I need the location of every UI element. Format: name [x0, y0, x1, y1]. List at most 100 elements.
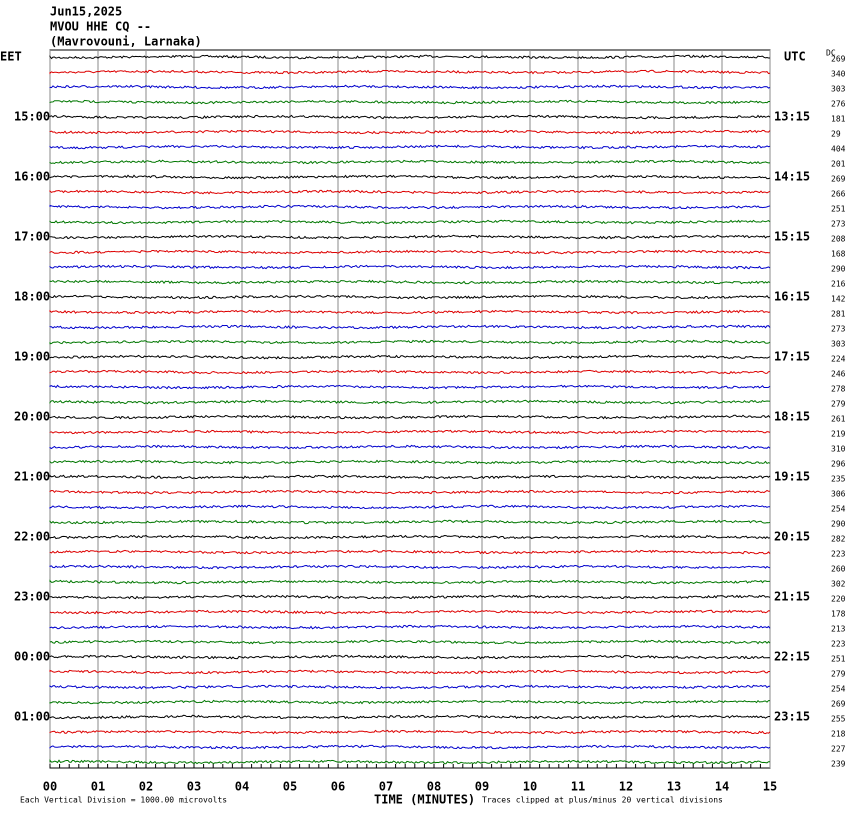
- trace: [49, 429, 771, 435]
- dc-value: 181: [831, 115, 846, 124]
- trace: [49, 339, 771, 345]
- dc-value: 306: [831, 490, 846, 499]
- x-tick-label: 07: [379, 780, 393, 794]
- dc-value: 218: [831, 730, 846, 739]
- trace: [49, 639, 771, 645]
- right-time-label: 20:15: [774, 530, 810, 544]
- trace: [49, 474, 771, 480]
- right-time-label: UTC: [784, 50, 806, 64]
- x-tick-label: 03: [187, 780, 201, 794]
- left-time-label: 15:00: [14, 110, 50, 124]
- trace: [49, 534, 771, 540]
- x-tick-label: 05: [283, 780, 297, 794]
- dc-value: 254: [831, 505, 846, 514]
- x-tick-label: 00: [43, 780, 57, 794]
- trace: [49, 384, 771, 390]
- dc-value: 282: [831, 535, 846, 544]
- dc-value: 260: [831, 565, 846, 574]
- dc-value: 227: [831, 745, 846, 754]
- dc-value: 224: [831, 355, 846, 364]
- trace: [49, 684, 771, 690]
- dc-value: 269: [831, 700, 846, 709]
- x-tick-label: 13: [667, 780, 681, 794]
- dc-value: 281: [831, 310, 846, 319]
- right-time-label: 15:15: [774, 230, 810, 244]
- trace: [49, 99, 770, 105]
- dc-value: 261: [831, 415, 846, 424]
- left-time-label: 00:00: [14, 650, 50, 664]
- station-date: Jun15,2025: [50, 5, 122, 19]
- dc-value: 239: [831, 760, 846, 769]
- right-time-label: 18:15: [774, 410, 810, 424]
- x-tick-label: 08: [427, 780, 441, 794]
- trace: [49, 729, 771, 735]
- dc-value: 290: [831, 520, 846, 529]
- dc-value: 303: [831, 85, 846, 94]
- trace: [49, 759, 770, 765]
- x-tick-label: 10: [523, 780, 537, 794]
- dc-value: 255: [831, 715, 846, 724]
- left-time-label: 19:00: [14, 350, 50, 364]
- dc-value: 208: [831, 235, 846, 244]
- dc-value: 266: [831, 190, 846, 199]
- x-tick-label: 01: [91, 780, 105, 794]
- trace: [49, 504, 771, 510]
- dc-value: 273: [831, 220, 846, 229]
- trace: [49, 159, 770, 165]
- right-time-label: 14:15: [774, 170, 810, 184]
- dc-value: 223: [831, 550, 846, 559]
- x-tick-label: 09: [475, 780, 489, 794]
- trace: [49, 594, 771, 600]
- right-time-label: 21:15: [774, 590, 810, 604]
- trace: [49, 264, 771, 270]
- dc-value: 251: [831, 205, 846, 214]
- dc-value: 246: [831, 370, 846, 379]
- dc-value: 290: [831, 265, 846, 274]
- x-tick-label: 04: [235, 780, 249, 794]
- clip-note: Traces clipped at plus/minus 20 vertical…: [482, 796, 723, 805]
- x-tick-label: 15: [763, 780, 777, 794]
- dc-value: 303: [831, 340, 846, 349]
- dc-header: DC: [826, 49, 836, 58]
- right-time-label: 17:15: [774, 350, 810, 364]
- trace: [49, 414, 771, 420]
- dc-value: 276: [831, 100, 846, 109]
- plot-frame: [49, 49, 771, 769]
- dc-value: 235: [831, 475, 846, 484]
- dc-value: 178: [831, 610, 846, 619]
- x-tick-label: 12: [619, 780, 633, 794]
- axis-title: TIME (MINUTES): [374, 793, 475, 807]
- trace: [49, 324, 771, 330]
- trace: [49, 444, 771, 450]
- trace: [49, 489, 771, 495]
- trace: [49, 519, 771, 525]
- right-time-label: 13:15: [774, 110, 810, 124]
- dc-value: 223: [831, 640, 846, 649]
- trace: [49, 144, 771, 150]
- x-tick-label: 14: [715, 780, 729, 794]
- trace: [49, 279, 771, 285]
- dc-value: 220: [831, 595, 846, 604]
- trace: [49, 744, 771, 750]
- dc-value: 168: [831, 250, 846, 259]
- left-time-label: 18:00: [14, 290, 50, 304]
- trace: [49, 219, 771, 225]
- dc-value: 269: [831, 55, 846, 64]
- x-tick-label: 06: [331, 780, 345, 794]
- trace: [49, 564, 771, 570]
- dc-value: 213: [831, 625, 846, 634]
- trace: [49, 189, 771, 195]
- trace: [49, 174, 771, 180]
- trace: [49, 399, 771, 405]
- station-location: (Mavrovouni, Larnaka): [50, 35, 202, 49]
- dc-value: 142: [831, 295, 846, 304]
- trace: [49, 294, 770, 300]
- trace: [49, 114, 771, 120]
- left-time-label: 21:00: [14, 470, 50, 484]
- trace: [49, 669, 770, 675]
- x-tick-label: 02: [139, 780, 153, 794]
- dc-value: 29: [831, 130, 841, 139]
- trace: [49, 654, 771, 660]
- left-time-label: 20:00: [14, 410, 50, 424]
